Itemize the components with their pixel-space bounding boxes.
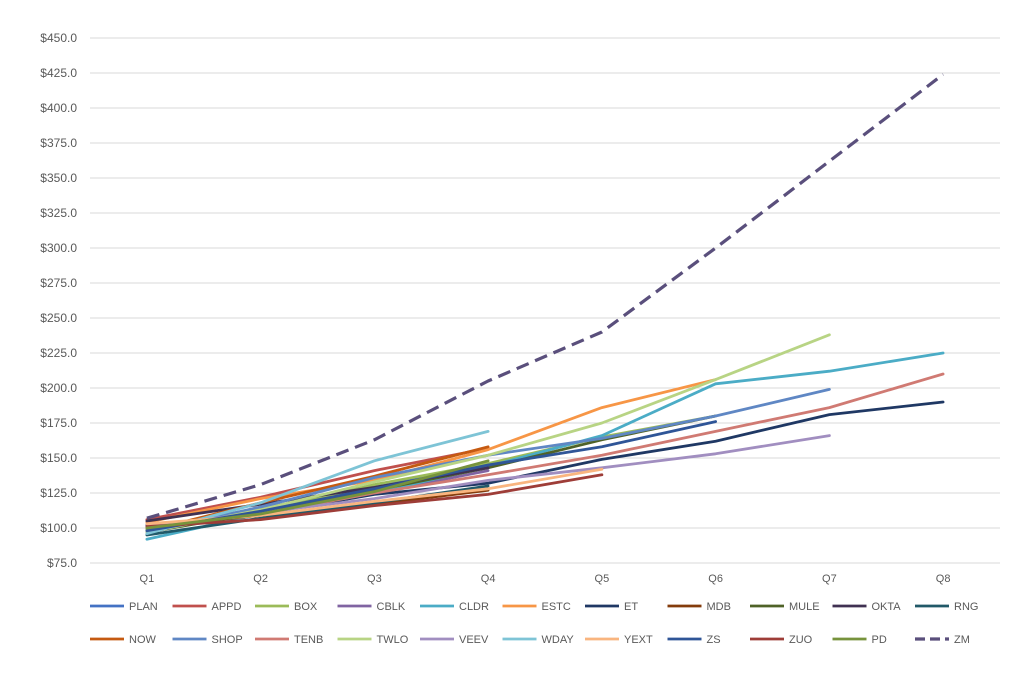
y-tick-label: $350.0 <box>40 171 77 185</box>
y-tick-label: $325.0 <box>40 206 77 220</box>
x-tick-label: Q4 <box>481 573 496 585</box>
series-line-zuo <box>145 473 604 528</box>
legend-label: ESTC <box>542 601 571 613</box>
series-line-pd <box>145 459 490 530</box>
legend-label: OKTA <box>872 601 902 613</box>
y-tick-label: $150.0 <box>40 451 77 465</box>
y-tick-label: $75.0 <box>47 556 77 570</box>
legend-item-zs: ZS <box>667 634 721 646</box>
legend-item-pd: PD <box>832 634 887 646</box>
legend-item-now: NOW <box>90 634 157 646</box>
legend-item-yext: YEXT <box>585 634 653 646</box>
legend-item-tenb: TENB <box>255 634 323 646</box>
legend-item-estc: ESTC <box>502 601 571 613</box>
series-line-appd <box>145 446 490 521</box>
legend-item-mdb: MDB <box>667 601 731 613</box>
legend-label: CBLK <box>377 601 406 613</box>
legend-label: TWLO <box>377 634 409 646</box>
y-tick-label: $425.0 <box>40 66 77 80</box>
y-tick-label: $200.0 <box>40 381 77 395</box>
legend-label: RNG <box>954 601 978 613</box>
legend-label: ZUO <box>789 634 813 646</box>
y-tick-label: $275.0 <box>40 276 77 290</box>
y-tick-label: $300.0 <box>40 241 77 255</box>
legend-label: MULE <box>789 601 820 613</box>
legend-item-et: ET <box>585 601 638 613</box>
legend-label: BOX <box>294 601 318 613</box>
series-line-twlo <box>145 333 831 534</box>
legend-label: CLDR <box>459 601 489 613</box>
legend-item-appd: APPD <box>172 601 242 613</box>
x-tick-label: Q5 <box>595 573 610 585</box>
legend-label: PLAN <box>129 601 158 613</box>
series-line-zm <box>146 73 945 520</box>
legend-label: YEXT <box>624 634 653 646</box>
legend-label: NOW <box>129 634 157 646</box>
y-tick-label: $225.0 <box>40 346 77 360</box>
legend-item-plan: PLAN <box>90 601 158 613</box>
x-tick-label: Q6 <box>708 573 723 585</box>
legend-label: APPD <box>212 601 242 613</box>
legend-item-okta: OKTA <box>832 601 902 613</box>
y-tick-label: $375.0 <box>40 136 77 150</box>
legend-item-zuo: ZUO <box>750 634 813 646</box>
legend-item-cblk: CBLK <box>337 601 406 613</box>
y-tick-label: $400.0 <box>40 101 77 115</box>
legend-item-box: BOX <box>255 601 318 613</box>
legend-label: WDAY <box>542 634 575 646</box>
y-tick-label: $250.0 <box>40 311 77 325</box>
x-tick-label: Q3 <box>367 573 382 585</box>
y-tick-label: $125.0 <box>40 486 77 500</box>
x-tick-label: Q1 <box>140 573 155 585</box>
legend-item-wday: WDAY <box>502 634 575 646</box>
legend-item-cldr: CLDR <box>420 601 489 613</box>
y-tick-label: $100.0 <box>40 521 77 535</box>
legend-item-shop: SHOP <box>172 634 243 646</box>
x-tick-label: Q7 <box>822 573 837 585</box>
legend-label: PD <box>872 634 887 646</box>
series-lines <box>145 73 945 541</box>
legend-label: TENB <box>294 634 323 646</box>
legend-item-mule: MULE <box>750 601 820 613</box>
legend: PLAN APPD BOX CBLK CLDR ESTC ET MDB MULE OKTA RNG N… <box>90 601 978 646</box>
y-tick-label: $175.0 <box>40 416 77 430</box>
x-tick-label: Q8 <box>936 573 951 585</box>
gridlines <box>90 37 1000 564</box>
x-tick-label: Q2 <box>253 573 268 585</box>
y-tick-label: $450.0 <box>40 31 77 45</box>
x-axis-tick-labels: Q1 Q2 Q3 Q4 Q5 Q6 Q7 Q8 <box>140 573 951 585</box>
legend-item-veev: VEEV <box>420 634 489 646</box>
legend-item-twlo: TWLO <box>337 634 409 646</box>
legend-item-zm: ZM <box>915 634 970 646</box>
legend-label: SHOP <box>212 634 243 646</box>
legend-label: ZS <box>707 634 721 646</box>
legend-label: ET <box>624 601 638 613</box>
legend-label: MDB <box>707 601 731 613</box>
legend-label: ZM <box>954 634 970 646</box>
y-axis-tick-labels: $75.0 $100.0 $125.0 $150.0 $175.0 $200.0 $225.… <box>40 31 77 570</box>
legend-label: VEEV <box>459 634 489 646</box>
legend-item-rng: RNG <box>915 601 978 613</box>
